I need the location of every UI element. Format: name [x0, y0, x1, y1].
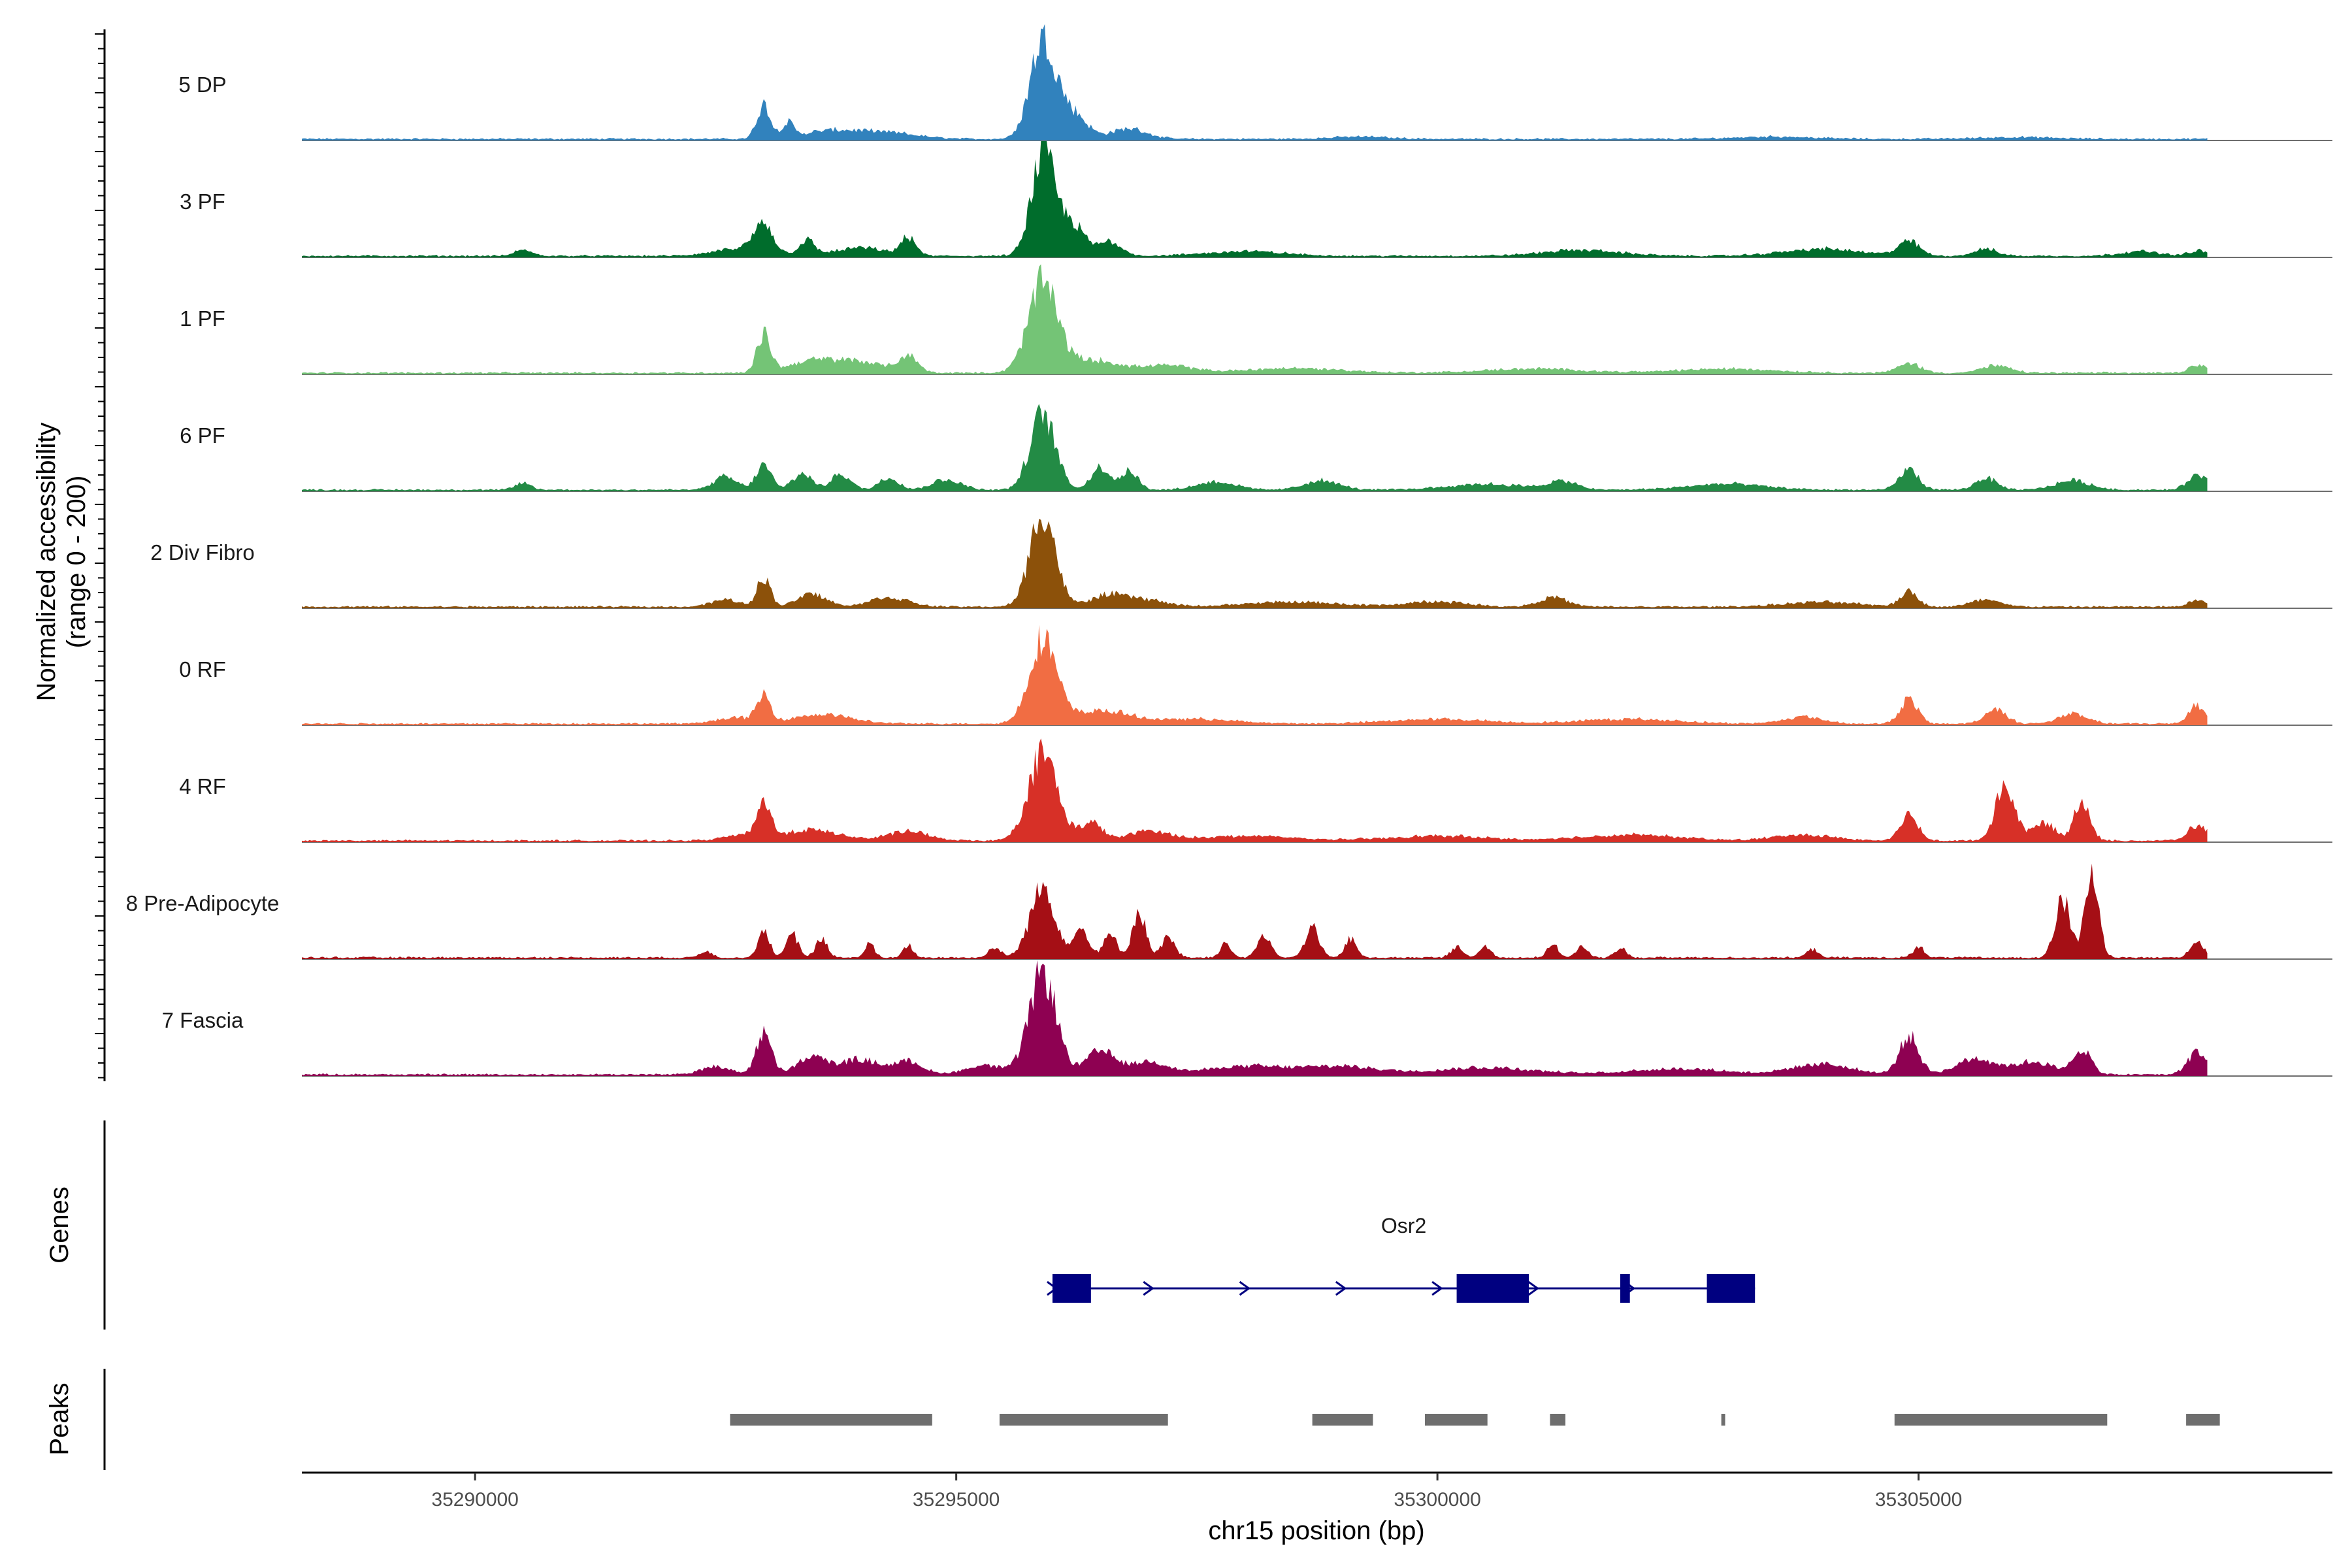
track-7: 8 Pre-Adipocyte: [126, 863, 2332, 960]
track-label: 6 PF: [180, 423, 225, 448]
gene-exon: [1620, 1274, 1630, 1303]
track-label: 4 RF: [179, 774, 226, 798]
track-label: 2 Div Fibro: [150, 540, 255, 564]
gene-track: Osr2: [1047, 1214, 1756, 1303]
coverage-area: [302, 960, 2208, 1076]
gene-exon: [1707, 1274, 1756, 1303]
y-axis-title-line-1: Normalized accessibility: [32, 423, 61, 702]
track-label: 8 Pre-Adipocyte: [126, 891, 280, 915]
peak-region: [1894, 1414, 2108, 1426]
peak-region: [999, 1414, 1168, 1426]
y-axis-title: Normalized accessibility (range 0 - 200): [32, 423, 91, 702]
coverage-area: [302, 738, 2208, 842]
strand-arrow: [1527, 1281, 1540, 1296]
peaks-panel-title: Peaks: [45, 1382, 74, 1455]
strand-arrow: [1143, 1281, 1154, 1296]
track-3: 6 PF: [180, 404, 2332, 492]
peak-region: [1312, 1414, 1373, 1426]
coverage-tracks: 5 DP 3 PF 1 PF 6 PF 2 Div Fibro 0 RF 4 RF 8 Pre…: [126, 24, 2332, 1077]
coverage-area: [302, 264, 2208, 374]
track-2: 1 PF: [180, 264, 2332, 375]
x-tick-label: 35300000: [1394, 1489, 1480, 1511]
gene-Osr2: Osr2: [1047, 1214, 1756, 1303]
gene-name-label: Osr2: [1381, 1214, 1426, 1237]
x-tick-label: 35305000: [1875, 1489, 1962, 1511]
coverage-area: [302, 141, 2208, 257]
strand-arrow: [1239, 1281, 1251, 1296]
peak-region: [2186, 1414, 2220, 1426]
track-label: 3 PF: [180, 189, 225, 214]
gene-exon: [1456, 1274, 1529, 1303]
coverage-area: [302, 625, 2208, 725]
strand-arrow: [1431, 1281, 1443, 1296]
coverage-y-axis-ticks: [95, 33, 105, 1079]
genes-panel-title: Genes: [45, 1186, 74, 1264]
track-6: 4 RF: [179, 738, 2332, 843]
x-axis-title: chr15 position (bp): [1208, 1516, 1424, 1545]
coverage-area: [302, 404, 2208, 491]
y-axis-title-line-2: (range 0 - 200): [62, 476, 91, 649]
coverage-area: [302, 519, 2208, 608]
gene-exon: [1052, 1274, 1091, 1303]
x-tick-label: 35295000: [913, 1489, 1000, 1511]
track-4: 2 Div Fibro: [150, 519, 2332, 609]
track-1: 3 PF: [180, 141, 2332, 258]
track-label: 0 RF: [179, 657, 226, 681]
track-label: 7 Fascia: [162, 1008, 244, 1032]
track-5: 0 RF: [179, 625, 2332, 726]
track-0: 5 DP: [178, 24, 2332, 141]
strand-arrow: [1335, 1281, 1347, 1296]
peak-region: [1721, 1414, 1725, 1426]
track-8: 7 Fascia: [162, 960, 2332, 1077]
peak-region: [1550, 1414, 1566, 1426]
coverage-area: [302, 863, 2208, 959]
coverage-area: [302, 24, 2208, 140]
x-tick-label: 35290000: [431, 1489, 518, 1511]
peak-region: [730, 1414, 932, 1426]
track-label: 5 DP: [178, 73, 226, 97]
track-label: 1 PF: [180, 306, 225, 331]
peak-regions: [730, 1414, 2220, 1426]
peak-region: [1424, 1414, 1488, 1426]
x-axis-ticks: 35290000 35295000 35300000 35305000: [431, 1473, 1962, 1511]
